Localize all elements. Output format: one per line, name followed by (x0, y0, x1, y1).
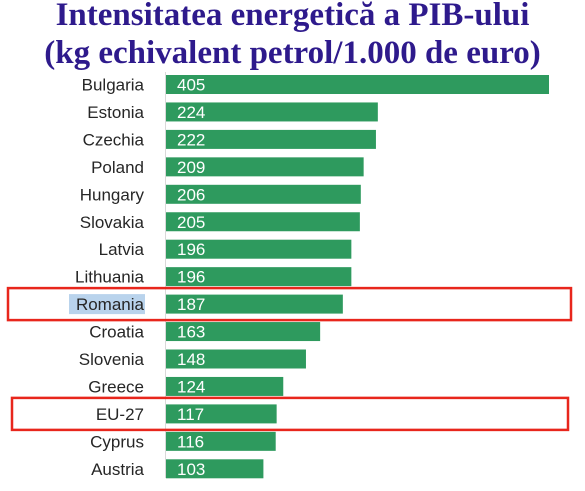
bar-austria (166, 459, 264, 479)
value-label-bulgaria: 405 (177, 76, 205, 95)
value-label-czechia: 222 (177, 130, 205, 149)
bar-czechia (166, 129, 376, 149)
highlight-box-eu-27 (10, 396, 570, 432)
bar-slovakia (166, 212, 360, 232)
bar-bulgaria (166, 75, 549, 94)
chart-subtitle: (kg echivalent petrol/1.000 de euro) (44, 35, 541, 71)
bar-lithuania (166, 267, 352, 287)
bar-slovenia (166, 349, 306, 369)
bar-latvia (166, 239, 352, 259)
value-label-eu-27: 117 (177, 405, 204, 424)
bar-eu-27 (166, 404, 277, 424)
bar-hungary (166, 184, 361, 204)
category-label-slovenia: Slovenia (79, 350, 145, 369)
category-label-eu-27: EU-27 (96, 405, 144, 424)
category-label-czechia: Czechia (83, 130, 145, 149)
value-label-latvia: 196 (177, 240, 205, 259)
label-selection-highlight (69, 294, 145, 315)
value-label-estonia: 224 (177, 103, 205, 122)
value-label-greece: 124 (177, 377, 205, 396)
value-label-slovakia: 205 (177, 213, 205, 232)
category-label-austria: Austria (91, 460, 144, 479)
value-label-hungary: 206 (177, 185, 205, 204)
bar-romania (166, 294, 343, 314)
category-label-lithuania: Lithuania (75, 268, 145, 287)
category-label-hungary: Hungary (80, 185, 145, 204)
highlight-box-romania (6, 286, 573, 322)
value-label-slovenia: 148 (177, 350, 205, 369)
chart-title: Intensitatea energetică a PIB-ului (55, 0, 530, 33)
category-label-bulgaria: Bulgaria (82, 76, 145, 95)
bar-greece (166, 376, 284, 396)
category-label-greece: Greece (88, 377, 144, 396)
value-label-lithuania: 196 (177, 268, 205, 287)
bar-croatia (166, 322, 321, 342)
bar-cyprus (166, 431, 276, 451)
category-label-slovakia: Slovakia (80, 213, 145, 232)
bar-poland (166, 157, 364, 177)
category-label-poland: Poland (91, 158, 144, 177)
value-label-croatia: 163 (177, 323, 205, 342)
category-label-romania: Romania (76, 295, 145, 314)
value-label-cyprus: 116 (177, 432, 204, 451)
category-label-croatia: Croatia (89, 323, 144, 342)
value-label-romania: 187 (177, 295, 205, 314)
category-label-cyprus: Cyprus (90, 432, 144, 451)
bar-estonia (166, 102, 378, 122)
value-label-poland: 209 (177, 158, 205, 177)
category-label-estonia: Estonia (87, 103, 144, 122)
value-label-austria: 103 (177, 460, 205, 479)
category-label-latvia: Latvia (99, 240, 145, 259)
